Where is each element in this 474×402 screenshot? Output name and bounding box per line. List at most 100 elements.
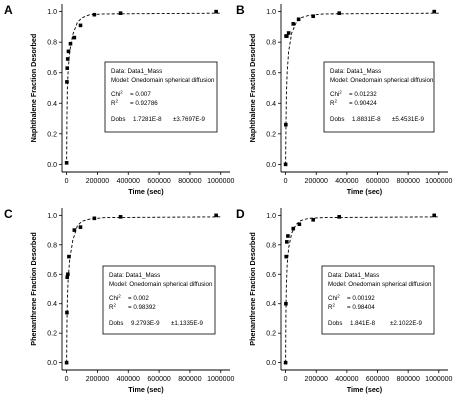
chi-value: = 0.007 <box>130 91 151 98</box>
x-tick-label: 200000 <box>305 178 328 185</box>
y-axis-label: Phenanthrene Fraction Desorbed <box>29 232 38 345</box>
data-point <box>284 122 288 127</box>
box-data-line: Data: Data1_Mass <box>330 68 381 75</box>
box-dobs-label: Dobs <box>111 116 125 123</box>
r2-sup: 2 <box>113 303 116 308</box>
chi-label: Chi <box>109 295 118 302</box>
box-dobs-value: 9.2793E-9 <box>131 320 160 327</box>
x-axis-label: Time (sec) <box>128 187 164 196</box>
r2-sup: 2 <box>332 303 335 308</box>
x-tick-label: 600000 <box>147 178 170 185</box>
box-data-line: Data: Data1_Mass <box>111 68 162 75</box>
data-point <box>66 49 71 54</box>
y-tick-label: 0.0 <box>47 360 57 367</box>
box-dobs-label: Dobs <box>109 320 123 327</box>
y-tick-label: 0.6 <box>266 272 276 279</box>
r2-value: = 0.90424 <box>349 100 377 107</box>
data-point <box>337 11 342 15</box>
x-axis-label: Time (sec) <box>128 385 164 394</box>
data-point <box>92 12 97 17</box>
data-point <box>285 34 289 38</box>
box-dobs-error: ±2.1022E-9 <box>390 320 423 327</box>
r2-label: R <box>328 304 333 311</box>
box-dobs-error: ±5.4531E-9 <box>392 116 425 123</box>
fit-curve <box>66 12 221 165</box>
y-tick-label: 0.2 <box>266 331 276 338</box>
x-tick-label: 600000 <box>366 376 389 383</box>
panel-d: D 0.0 0.2 0.4 0.6 0.8 1.0 0 200000 400000 600000 80… <box>236 207 453 394</box>
data-point <box>291 226 296 231</box>
data-point <box>72 35 77 40</box>
box-data-line: Data: Data1_Mass <box>109 272 160 279</box>
chi-sup: 2 <box>118 294 121 299</box>
x-axis-label: Time (sec) <box>347 385 383 394</box>
data-point <box>284 301 288 306</box>
y-axis-label: Phenanthrene Fraction Desorbed <box>248 232 257 345</box>
chi-sup: 2 <box>120 90 123 95</box>
box-r2-line: R2 = 0.90424 <box>330 99 377 108</box>
y-tick-label: 0.6 <box>266 70 276 77</box>
x-tick-label: 1000000 <box>425 376 452 383</box>
y-tick-label: 0.8 <box>266 40 276 47</box>
y-tick-label: 1.0 <box>266 9 276 16</box>
r2-sup: 2 <box>115 99 118 104</box>
data-point <box>297 222 302 226</box>
box-model-line: Model: Onedomain spherical diffusion <box>111 77 215 84</box>
chi-sup: 2 <box>337 294 340 299</box>
x-tick-label: 400000 <box>335 178 358 185</box>
data-point <box>64 161 69 165</box>
x-tick-label: 600000 <box>147 376 170 383</box>
data-point <box>78 23 83 28</box>
box-data-line: Data: Data1_Mass <box>328 272 379 279</box>
x-tick-label: 1000000 <box>207 376 234 383</box>
data-point <box>118 11 123 15</box>
r2-value: = 0.98392 <box>128 304 156 311</box>
data-point <box>68 41 73 46</box>
data-point <box>65 57 70 61</box>
r2-label: R <box>111 100 116 107</box>
y-tick-label: 0.4 <box>47 101 57 108</box>
data-point <box>214 9 218 14</box>
x-tick-label: 800000 <box>178 178 201 185</box>
chi-value: = 0.01232 <box>349 91 377 98</box>
data-point <box>286 31 291 35</box>
data-point <box>286 234 290 238</box>
data-point <box>65 80 69 84</box>
x-tick-label: 1000000 <box>425 178 452 185</box>
r2-label: R <box>330 100 335 107</box>
box-chi-line: Chi2 = 0.002 <box>109 294 149 303</box>
data-point <box>65 310 69 315</box>
data-point <box>311 217 315 222</box>
info-box <box>102 265 216 335</box>
x-axis-label: Time (sec) <box>347 187 383 196</box>
data-point <box>291 22 296 26</box>
x-tick-label: 800000 <box>396 178 419 185</box>
y-axis-label: Naphthalene Fraction Desorbed <box>29 34 38 143</box>
box-dobs-value: 1.8831E-8 <box>352 116 381 123</box>
y-tick-label: 1.0 <box>47 213 57 220</box>
x-tick-label: 0 <box>65 376 69 383</box>
data-point <box>296 17 301 22</box>
y-tick-label: 0.2 <box>266 131 276 138</box>
box-chi-line: Chi2 = 0.00192 <box>328 294 375 303</box>
r2-label: R <box>109 304 114 311</box>
panel-a: A 0.0 0.2 0.4 0.6 0.8 1.0 0 200000 400000 600000 80… <box>4 3 234 196</box>
y-tick-label: 0.2 <box>47 331 57 338</box>
x-tick-label: 600000 <box>366 178 389 185</box>
y-tick-label: 0.6 <box>47 272 57 279</box>
chi-label: Chi <box>111 91 120 98</box>
box-r2-line: R2 = 0.98392 <box>109 303 156 312</box>
box-r2-line: R2 = 0.98404 <box>328 303 375 312</box>
box-dobs-error: ±1.1335E-9 <box>171 320 204 327</box>
info-box <box>323 61 435 133</box>
x-tick-label: 800000 <box>396 376 419 383</box>
data-point <box>92 216 97 221</box>
y-tick-label: 0.8 <box>47 242 57 249</box>
y-tick-label: 0.8 <box>266 242 276 249</box>
y-tick-label: 0.6 <box>47 70 57 77</box>
y-axis-label: Naphthalene Fraction Desorbed <box>248 34 257 143</box>
chi-sup: 2 <box>339 90 342 95</box>
y-tick-label: 0.4 <box>266 301 276 308</box>
r2-value: = 0.98404 <box>347 304 375 311</box>
box-dobs-error: ±3.7697E-9 <box>173 116 206 123</box>
